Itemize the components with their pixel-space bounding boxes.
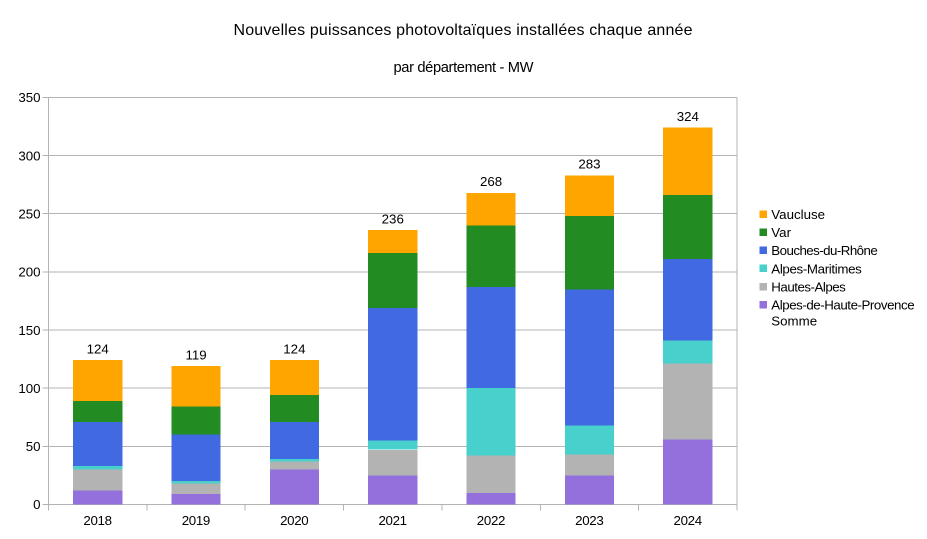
svg-text:Alpes-Maritimes: Alpes-Maritimes [771,261,862,276]
svg-text:124: 124 [283,342,305,357]
svg-text:324: 324 [677,109,699,124]
svg-text:236: 236 [382,211,404,226]
svg-text:2018: 2018 [83,513,112,528]
svg-text:350: 350 [18,90,40,105]
svg-text:2020: 2020 [280,513,309,528]
svg-text:119: 119 [185,347,206,362]
svg-text:Vaucluse: Vaucluse [771,207,825,222]
svg-text:Alpes-de-Haute-Provence: Alpes-de-Haute-Provence [771,298,914,313]
svg-text:Nouvelles puissances photovolt: Nouvelles puissances photovoltaïques ins… [234,22,693,39]
svg-text:250: 250 [18,206,40,221]
svg-text:Hautes-Alpes: Hautes-Alpes [771,279,846,294]
svg-text:2022: 2022 [477,513,506,528]
svg-text:150: 150 [18,323,40,338]
svg-text:50: 50 [26,439,41,454]
svg-text:283: 283 [578,157,600,172]
svg-text:2023: 2023 [575,513,604,528]
svg-text:2024: 2024 [674,513,703,528]
svg-text:300: 300 [18,148,40,163]
svg-text:268: 268 [480,174,502,189]
svg-text:0: 0 [33,497,40,512]
svg-text:Somme: Somme [771,314,817,329]
svg-text:124: 124 [87,342,109,357]
svg-text:2021: 2021 [378,513,407,528]
svg-text:2019: 2019 [182,513,211,528]
svg-text:Var: Var [771,225,791,240]
svg-text:100: 100 [18,381,40,396]
svg-text:200: 200 [18,265,40,280]
svg-text:par département - MW: par département - MW [394,60,534,76]
svg-text:Bouches-du-Rhône: Bouches-du-Rhône [771,243,878,258]
